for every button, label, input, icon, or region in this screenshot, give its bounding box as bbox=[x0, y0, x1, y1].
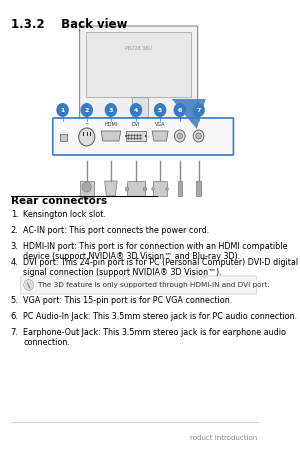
Bar bbox=[196, 182, 201, 197]
Text: 2.: 2. bbox=[11, 226, 19, 235]
Bar bbox=[125, 118, 156, 123]
Bar bbox=[132, 98, 148, 118]
Text: 7: 7 bbox=[196, 108, 201, 113]
Polygon shape bbox=[101, 132, 121, 142]
Bar bbox=[153, 182, 167, 197]
Circle shape bbox=[125, 188, 129, 192]
Text: DVI port: This 24-pin port is for PC (Personal Computer) DVI-D digital
signal co: DVI port: This 24-pin port is for PC (Pe… bbox=[23, 258, 298, 277]
Circle shape bbox=[125, 135, 127, 138]
Text: PB228 36U: PB228 36U bbox=[125, 46, 152, 51]
Text: 4: 4 bbox=[134, 108, 138, 113]
Text: 7.: 7. bbox=[11, 327, 19, 336]
Text: DVI: DVI bbox=[132, 121, 140, 126]
Circle shape bbox=[196, 133, 201, 140]
Bar bbox=[126, 132, 146, 142]
Polygon shape bbox=[152, 132, 168, 142]
Circle shape bbox=[143, 188, 147, 192]
Bar bbox=[86, 33, 191, 98]
Circle shape bbox=[174, 131, 185, 143]
Text: ~: ~ bbox=[85, 121, 89, 126]
Bar bbox=[178, 182, 182, 197]
Text: Rear connectors: Rear connectors bbox=[11, 196, 107, 206]
Circle shape bbox=[173, 104, 186, 118]
Text: HDMI-IN port: This port is for connection with an HDMI compatible
device (suppor: HDMI-IN port: This port is for connectio… bbox=[23, 241, 288, 261]
Text: 1: 1 bbox=[60, 108, 65, 113]
Text: AC-IN port: This port connects the power cord.: AC-IN port: This port connects the power… bbox=[23, 226, 209, 235]
Circle shape bbox=[130, 104, 142, 118]
Text: roduct Introduction: roduct Introduction bbox=[190, 434, 258, 440]
Bar bbox=[80, 182, 94, 198]
Bar bbox=[60, 135, 67, 142]
Text: 3: 3 bbox=[109, 108, 113, 113]
Text: Earphone-Out Jack: This 3.5mm stereo jack is for earphone audio
connection.: Earphone-Out Jack: This 3.5mm stereo jac… bbox=[23, 327, 286, 347]
Text: PC Audio-In Jack: This 3.5mm stereo jack is for PC audio connection.: PC Audio-In Jack: This 3.5mm stereo jack… bbox=[23, 311, 297, 320]
Text: Kensington lock slot.: Kensington lock slot. bbox=[23, 210, 106, 219]
Circle shape bbox=[145, 135, 147, 138]
Text: VGA port: This 15-pin port is for PC VGA connection.: VGA port: This 15-pin port is for PC VGA… bbox=[23, 295, 233, 304]
Circle shape bbox=[56, 104, 69, 118]
Bar bbox=[127, 182, 145, 197]
Text: 1.3.2    Back view: 1.3.2 Back view bbox=[11, 18, 127, 31]
Circle shape bbox=[166, 188, 169, 191]
FancyBboxPatch shape bbox=[80, 27, 198, 119]
Circle shape bbox=[80, 104, 93, 118]
Text: The 3D feature is only supported through HDMI-IN and DVI port.: The 3D feature is only supported through… bbox=[38, 281, 269, 287]
Text: 3.: 3. bbox=[11, 241, 19, 250]
Text: 4.: 4. bbox=[11, 258, 19, 267]
Circle shape bbox=[24, 280, 34, 291]
FancyBboxPatch shape bbox=[53, 119, 233, 156]
Polygon shape bbox=[172, 100, 206, 130]
Circle shape bbox=[79, 129, 95, 147]
Circle shape bbox=[82, 183, 91, 193]
Text: 2: 2 bbox=[85, 108, 89, 113]
Circle shape bbox=[152, 188, 154, 191]
Circle shape bbox=[193, 131, 204, 143]
Polygon shape bbox=[105, 182, 117, 197]
FancyBboxPatch shape bbox=[21, 276, 257, 295]
Text: 5: 5 bbox=[158, 108, 162, 113]
Circle shape bbox=[154, 104, 167, 118]
Circle shape bbox=[105, 104, 117, 118]
Text: 6.: 6. bbox=[11, 311, 19, 320]
Polygon shape bbox=[27, 282, 30, 290]
Text: 6: 6 bbox=[178, 108, 182, 113]
Text: VGA: VGA bbox=[155, 121, 165, 126]
Text: 1.: 1. bbox=[11, 210, 19, 219]
Circle shape bbox=[177, 133, 182, 140]
Text: 5.: 5. bbox=[11, 295, 19, 304]
Circle shape bbox=[192, 104, 205, 118]
Text: HDMI: HDMI bbox=[104, 121, 118, 126]
